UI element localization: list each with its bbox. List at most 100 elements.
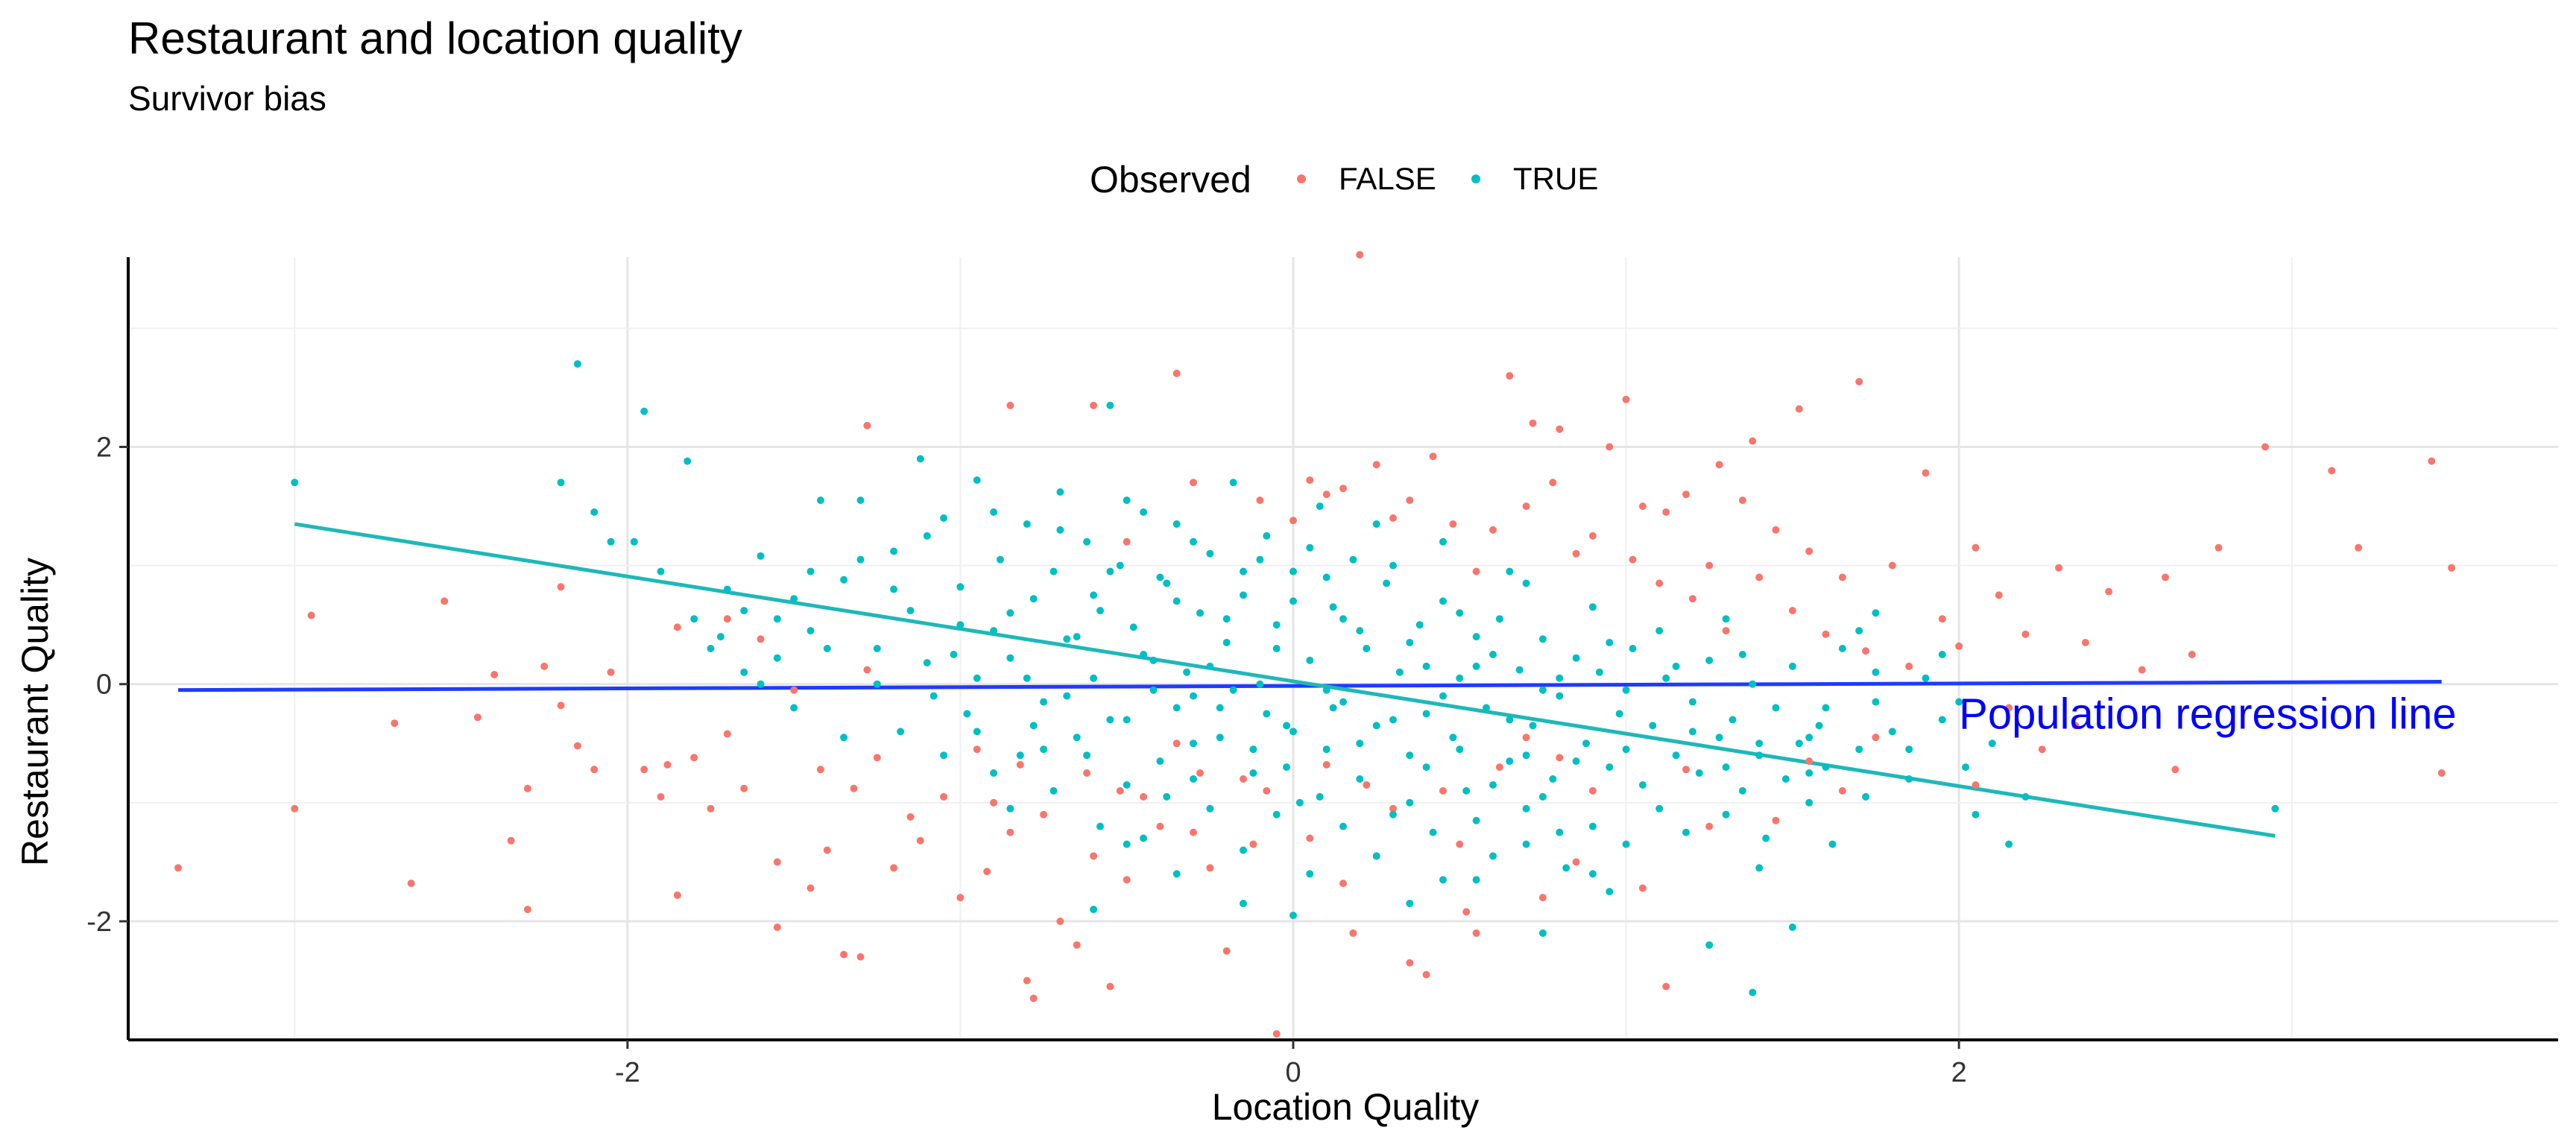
point-true xyxy=(1472,876,1480,884)
point-true xyxy=(1755,864,1764,872)
point-false xyxy=(973,745,981,754)
point-false xyxy=(1638,502,1647,511)
point-true xyxy=(1096,822,1104,830)
point-false xyxy=(1905,662,1913,670)
point-true xyxy=(1556,674,1564,682)
point-true xyxy=(1029,595,1038,603)
point-true xyxy=(1190,739,1197,748)
point-true xyxy=(973,476,981,485)
point-false xyxy=(773,858,781,866)
point-true xyxy=(1006,609,1014,617)
point-false xyxy=(1738,496,1746,505)
point-true xyxy=(897,728,905,736)
point-true xyxy=(923,659,931,667)
point-false xyxy=(391,719,399,728)
point-true xyxy=(1322,745,1330,754)
point-true xyxy=(1106,567,1114,575)
data-points xyxy=(174,250,2456,1038)
point-true xyxy=(1422,763,1430,772)
legend-label-true: TRUE xyxy=(1513,161,1598,196)
point-false xyxy=(1006,401,1014,409)
point-true xyxy=(630,537,638,546)
point-true xyxy=(2021,792,2030,801)
point-false xyxy=(490,671,499,678)
point-true xyxy=(1406,900,1414,907)
point-false xyxy=(1422,971,1430,979)
point-true xyxy=(1715,734,1723,742)
point-false xyxy=(2261,443,2269,451)
point-true xyxy=(1672,751,1680,760)
point-false xyxy=(1549,479,1557,487)
point-true xyxy=(1190,537,1197,546)
point-true xyxy=(1662,674,1670,682)
point-false xyxy=(1606,443,1614,451)
point-false xyxy=(1772,526,1780,534)
point-false xyxy=(1938,615,1946,623)
point-true xyxy=(1805,769,1813,777)
point-true xyxy=(1083,751,1091,760)
point-false xyxy=(1083,769,1091,777)
point-true xyxy=(940,751,948,760)
point-true xyxy=(1456,674,1464,682)
point-false xyxy=(916,836,924,845)
chart-title: Restaurant and location quality xyxy=(128,13,742,63)
point-true xyxy=(1695,769,1703,777)
point-false xyxy=(1749,437,1757,445)
point-true xyxy=(1988,739,1996,748)
point-true xyxy=(1888,728,1896,736)
point-true xyxy=(1828,840,1837,848)
point-true xyxy=(1638,781,1647,789)
point-true xyxy=(773,654,781,662)
point-false xyxy=(573,742,581,750)
point-false xyxy=(1788,607,1796,615)
point-true xyxy=(916,455,924,463)
point-true xyxy=(1163,792,1171,801)
point-false xyxy=(740,784,748,792)
point-true xyxy=(657,567,665,575)
point-true xyxy=(1123,840,1131,848)
point-true xyxy=(1495,615,1503,623)
point-true xyxy=(963,710,971,718)
point-true xyxy=(1096,607,1104,615)
point-true xyxy=(1272,810,1281,818)
point-true xyxy=(997,555,1004,564)
point-false xyxy=(1156,822,1164,830)
point-false xyxy=(1572,549,1580,558)
point-true xyxy=(1289,728,1297,736)
point-true xyxy=(1572,654,1580,662)
point-true xyxy=(1538,686,1547,694)
point-false xyxy=(2355,543,2363,552)
point-false xyxy=(2162,573,2169,581)
point-true xyxy=(1655,627,1664,635)
point-true xyxy=(1722,615,1730,623)
point-false xyxy=(2081,639,2089,646)
point-false xyxy=(850,784,858,792)
point-true xyxy=(1429,828,1437,836)
point-true xyxy=(1805,798,1813,807)
point-true xyxy=(1606,639,1614,646)
point-true xyxy=(1755,739,1764,748)
point-true xyxy=(1822,704,1830,712)
point-true xyxy=(1722,810,1730,818)
point-true xyxy=(1356,775,1364,783)
point-false xyxy=(1029,994,1038,1003)
point-true xyxy=(1506,567,1514,575)
population-regression-line xyxy=(177,680,2442,693)
point-false xyxy=(1715,461,1723,469)
point-true xyxy=(1149,656,1158,664)
point-false xyxy=(2138,666,2146,674)
point-true xyxy=(1781,775,1790,783)
point-true xyxy=(1855,745,1863,754)
point-false xyxy=(1322,491,1330,499)
point-true xyxy=(1339,615,1347,623)
point-true xyxy=(1329,603,1337,611)
point-false xyxy=(1190,479,1197,487)
point-true xyxy=(1249,745,1257,754)
point-false xyxy=(1772,816,1780,824)
point-false xyxy=(723,615,731,623)
point-true xyxy=(1356,739,1364,748)
point-false xyxy=(441,597,449,605)
point-true xyxy=(1229,686,1237,694)
point-true xyxy=(573,360,581,368)
point-false xyxy=(1662,982,1670,991)
